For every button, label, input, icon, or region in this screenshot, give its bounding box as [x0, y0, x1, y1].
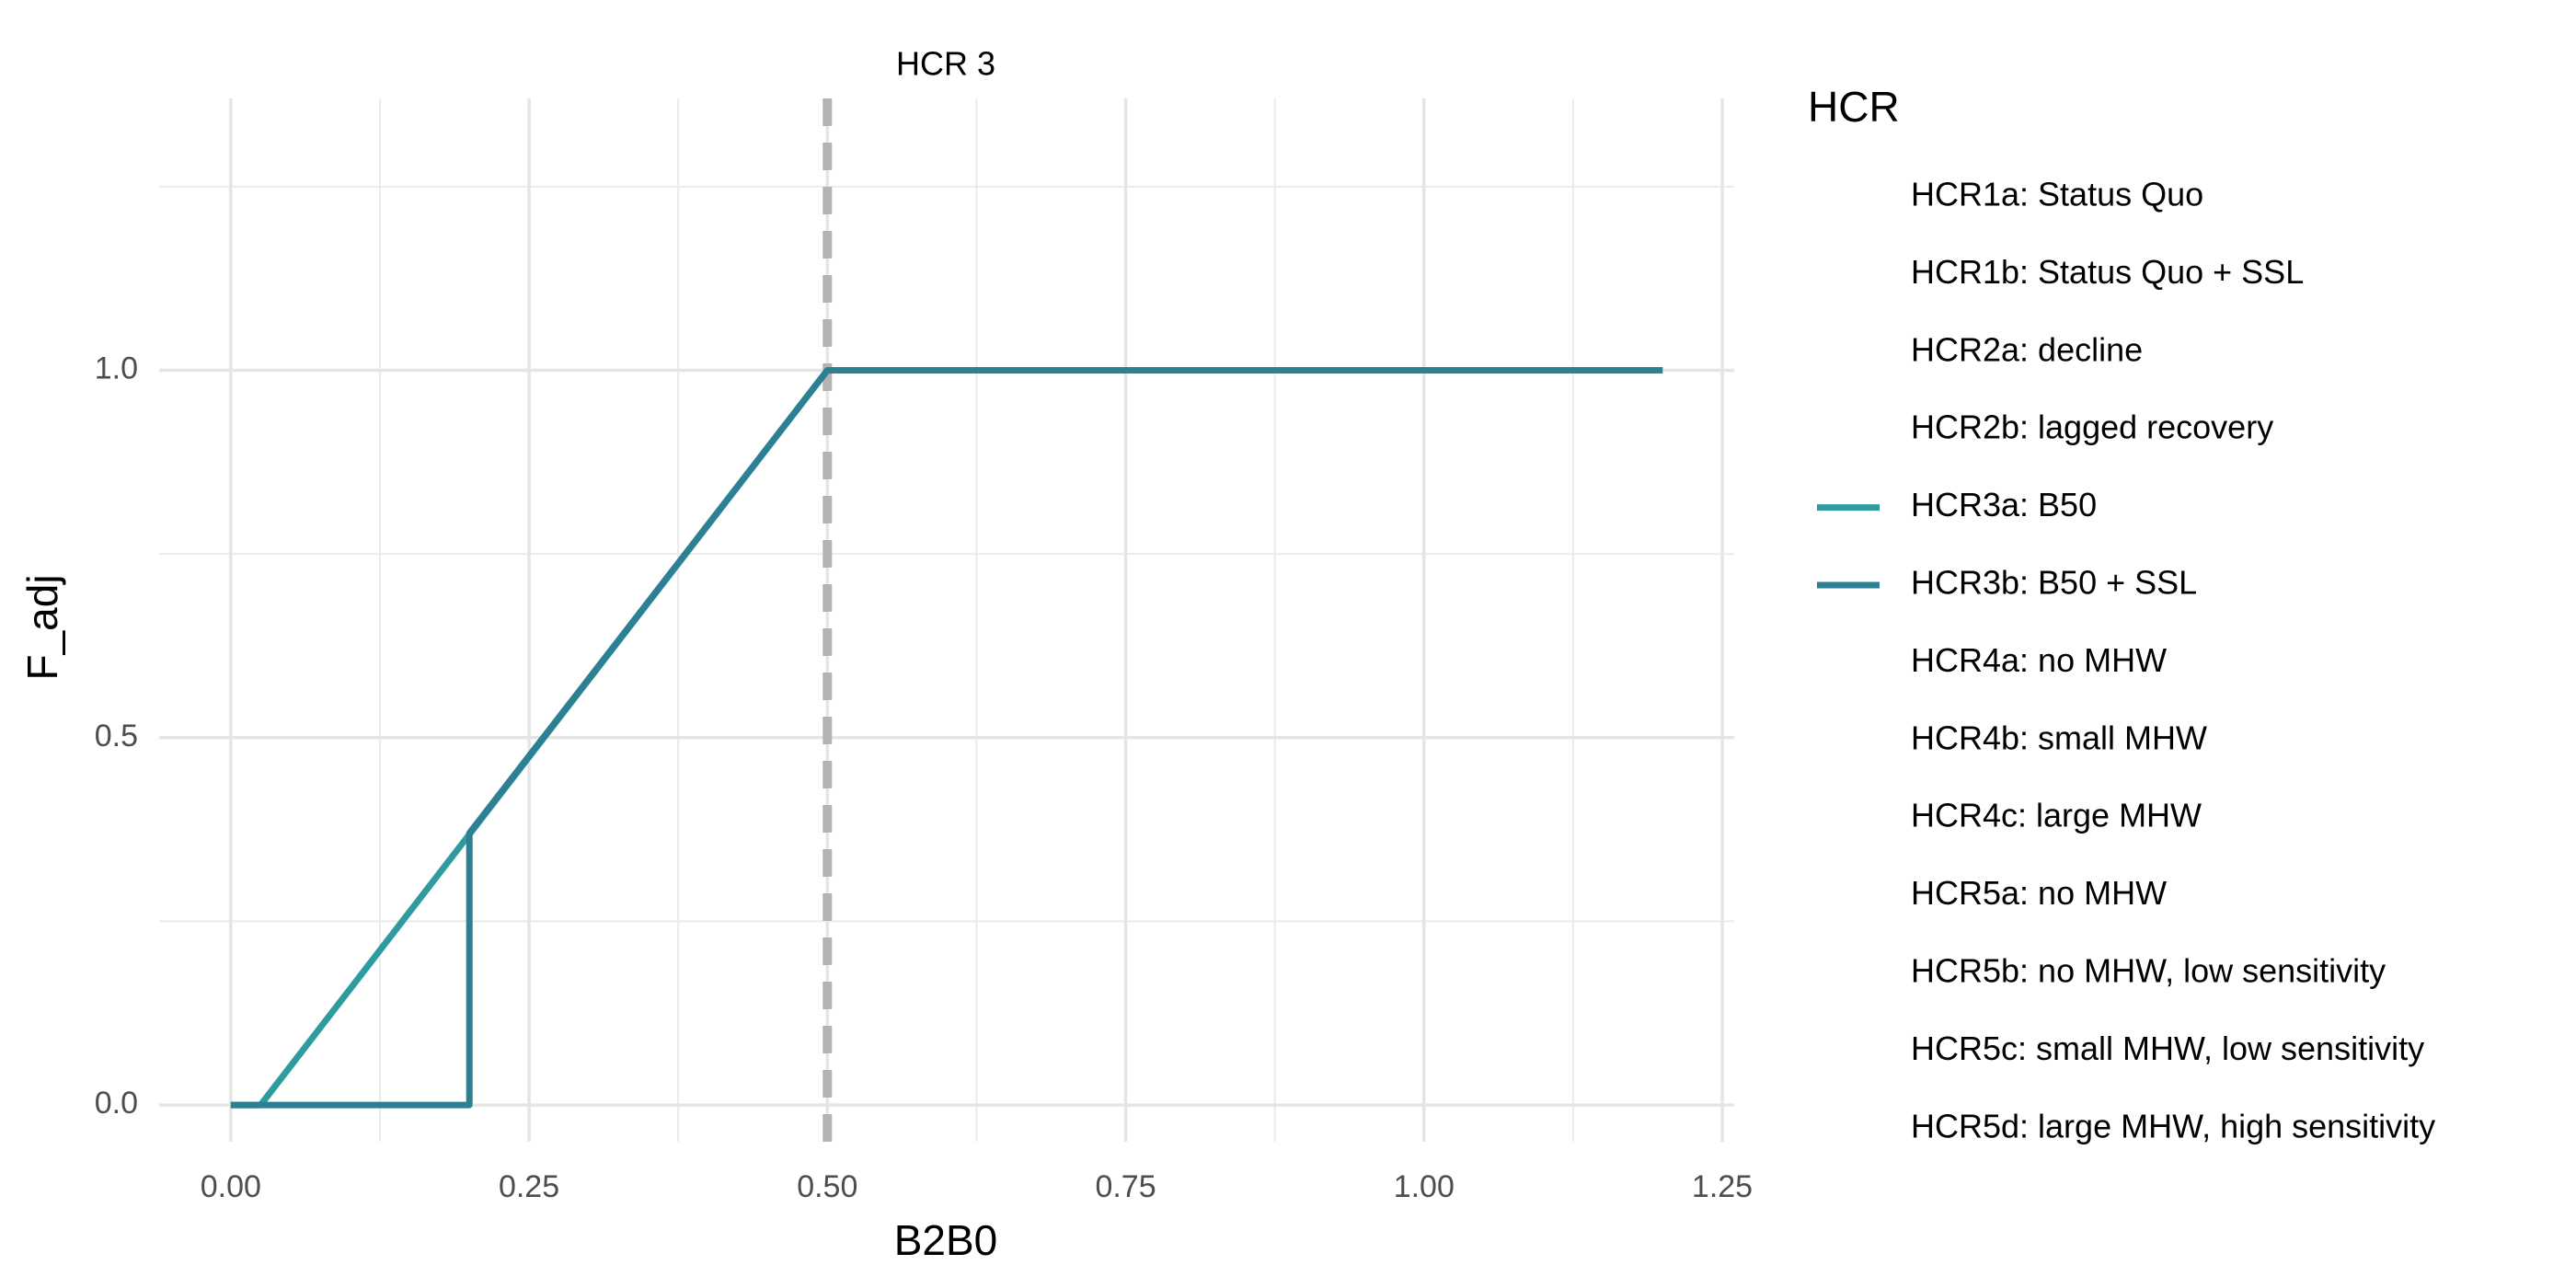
legend-label: HCR5b: no MHW, low sensitivity — [1911, 952, 2386, 990]
y-tick-label: 1.0 — [95, 351, 138, 385]
legend-label: HCR3b: B50 + SSL — [1911, 564, 2197, 602]
plot-area — [230, 98, 1663, 1142]
legend-label: HCR2b: lagged recovery — [1911, 408, 2273, 446]
legend-label: HCR4b: small MHW — [1911, 719, 2207, 756]
legend-label: HCR2a: decline — [1911, 330, 2143, 368]
legend-label: HCR3a: B50 — [1911, 486, 2097, 523]
x-tick-label: 0.75 — [1095, 1169, 1156, 1204]
facet-title: HCR 3 — [896, 45, 995, 83]
x-tick-label: 0.25 — [499, 1169, 559, 1204]
legend-title: HCR — [1808, 83, 1900, 131]
legend-label: HCR5d: large MHW, high sensitivity — [1911, 1107, 2435, 1144]
x-axis-title: B2B0 — [894, 1216, 998, 1264]
x-tick-label: 0.50 — [797, 1169, 857, 1204]
legend-label: HCR5a: no MHW — [1911, 874, 2167, 912]
legend-label: HCR1b: Status Quo + SSL — [1911, 253, 2304, 291]
grid: 0.00 0.25 0.50 0.75 1.00 1.25 0.0 0.5 1.0 — [95, 98, 1753, 1204]
legend-label: HCR1a: Status Quo — [1911, 176, 2203, 213]
x-tick-label: 1.00 — [1394, 1169, 1455, 1204]
x-tick-label: 1.25 — [1692, 1169, 1753, 1204]
y-tick-label: 0.0 — [95, 1086, 138, 1121]
y-axis-title: F_adj — [18, 574, 66, 680]
legend: HCR1a: Status Quo HCR1b: Status Quo + SSL… — [1817, 176, 2435, 1144]
legend-label: HCR4c: large MHW — [1911, 797, 2202, 834]
x-tick-label: 0.00 — [201, 1169, 261, 1204]
legend-label: HCR5c: small MHW, low sensitivity — [1911, 1029, 2424, 1067]
legend-label: HCR4a: no MHW — [1911, 641, 2167, 679]
series-line — [230, 366, 1663, 1109]
y-tick-label: 0.5 — [95, 719, 138, 753]
